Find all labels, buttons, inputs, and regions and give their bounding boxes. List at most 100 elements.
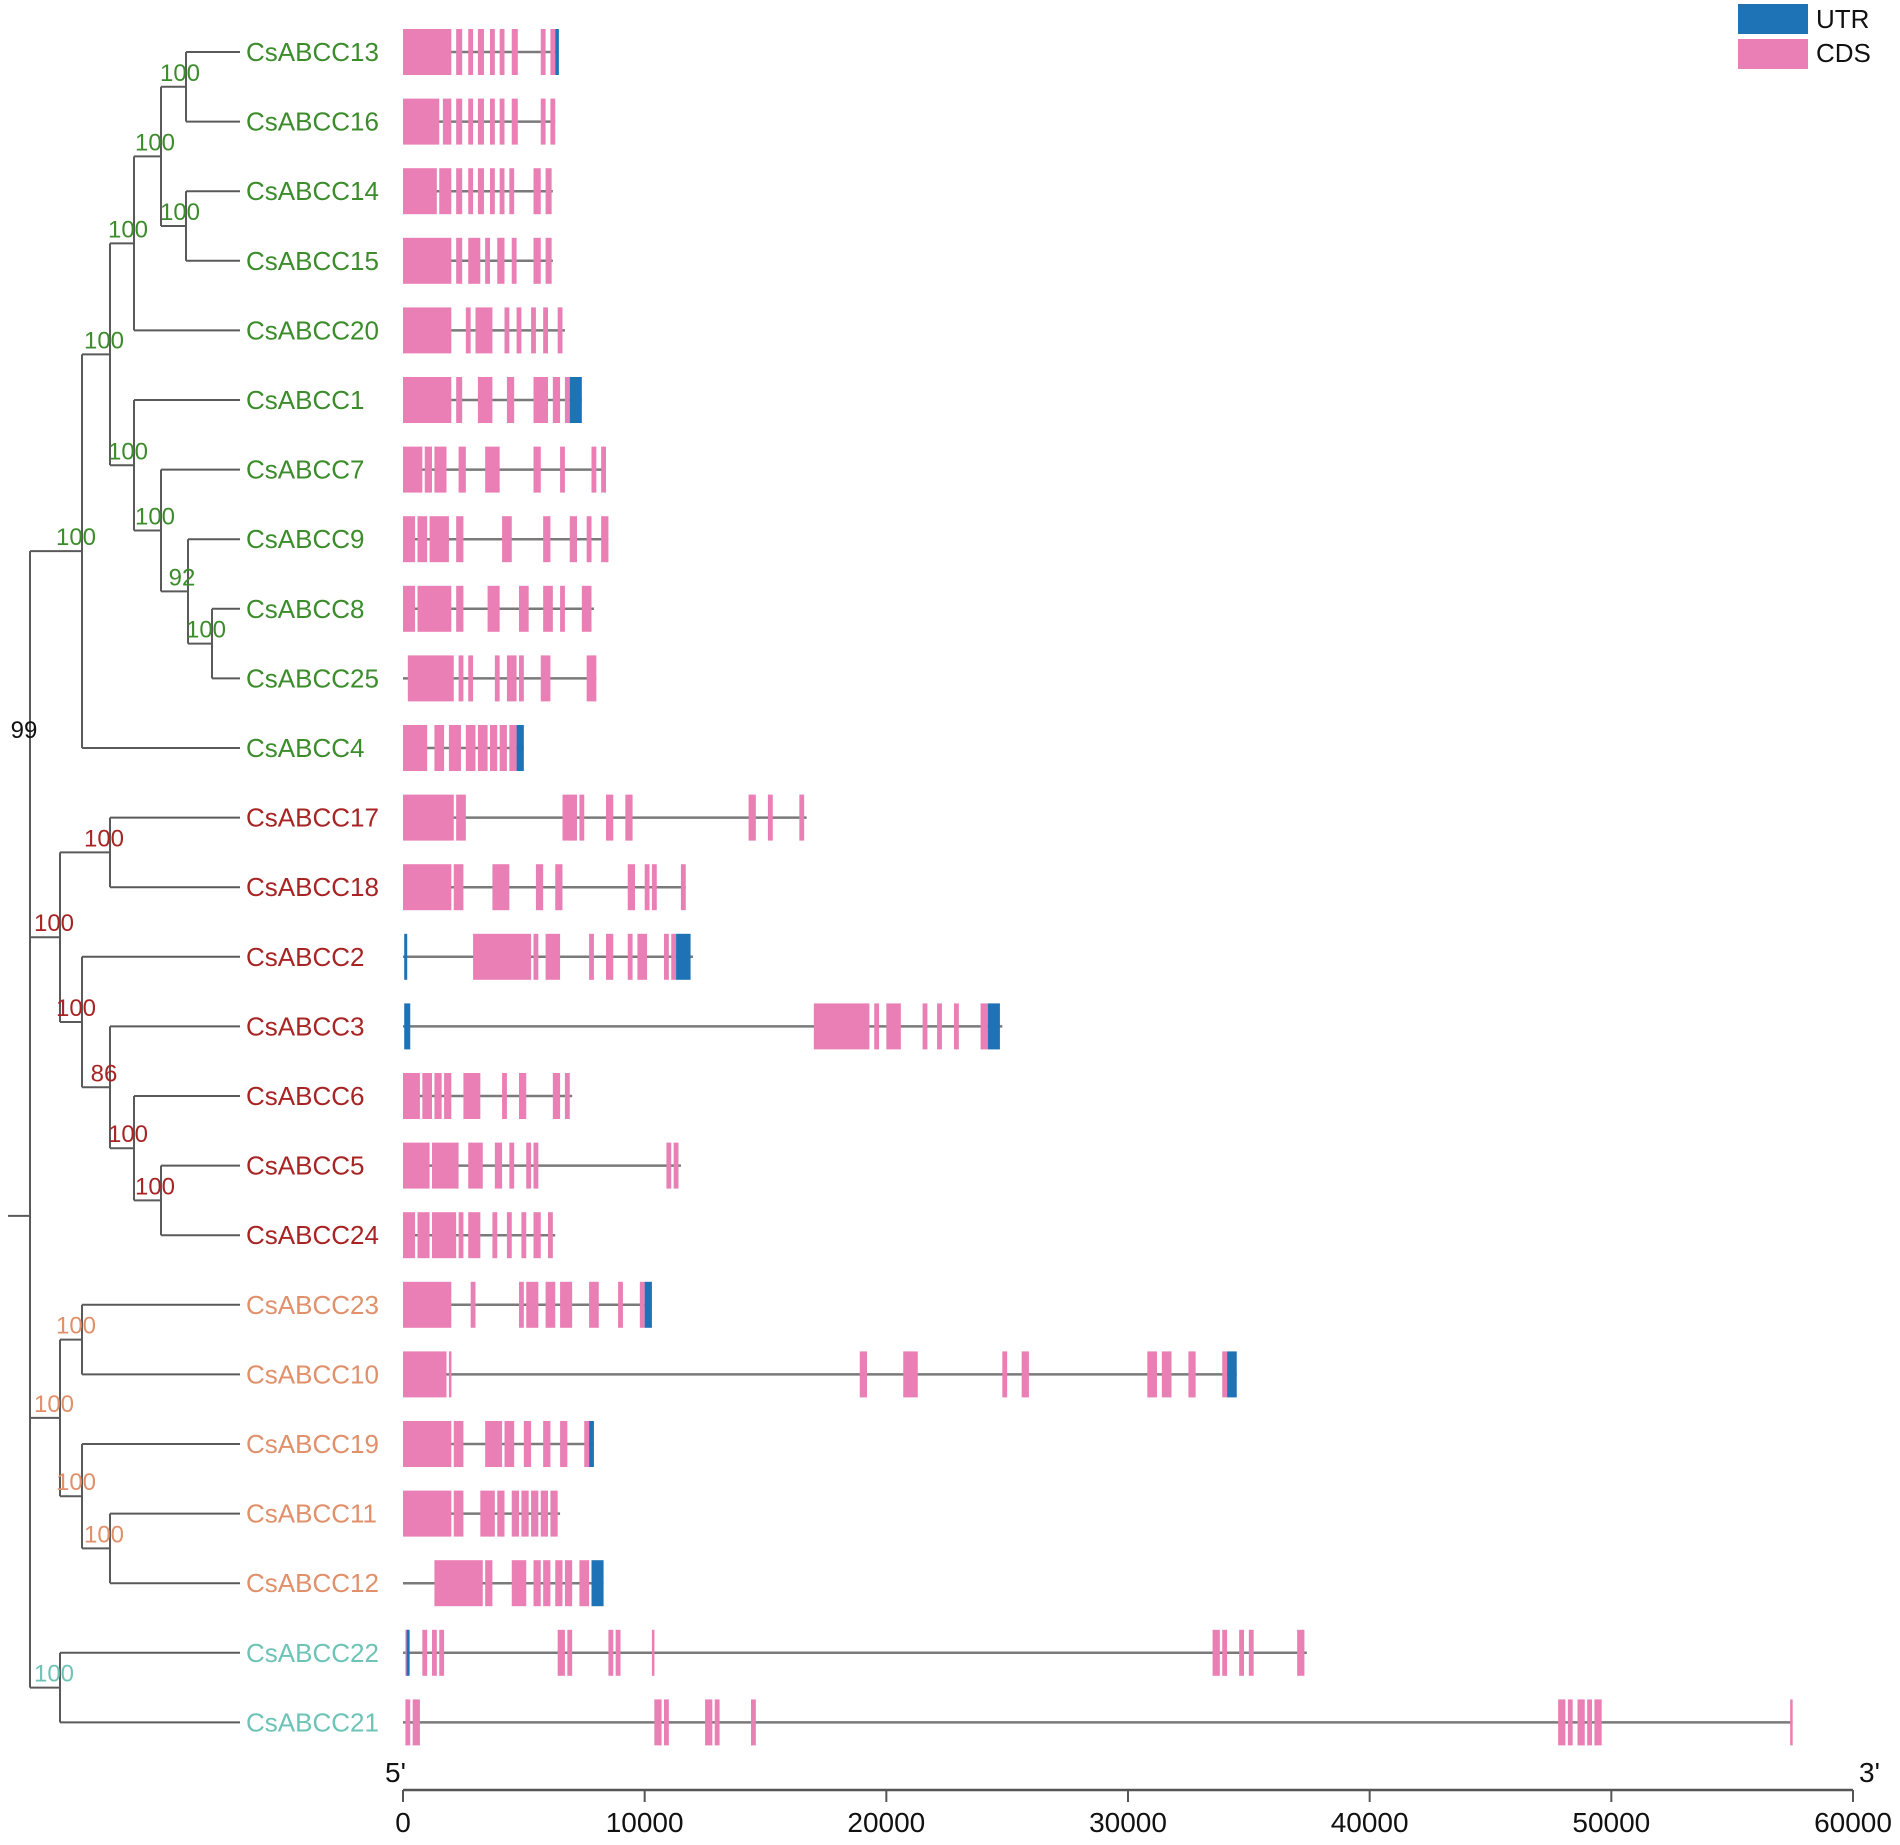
cds-block [407,655,454,702]
cds-block [494,1142,503,1189]
cds-block [485,1560,493,1607]
cds-block [403,1212,416,1259]
cds-block [886,1003,901,1050]
cds-block [533,237,541,284]
cds-block [560,1421,568,1467]
utr-block [569,377,582,423]
cds-block [581,585,592,632]
gene-label: CsABCC9 [246,524,364,554]
cds-block [456,377,463,423]
cds-block [444,1073,452,1119]
gene-label: CsABCC14 [246,176,379,206]
cds-block [511,98,518,145]
bootstrap-value: 100 [160,60,200,87]
gene-row-csabcc4: CsABCC4 [246,725,524,771]
cds-block [560,1281,573,1328]
cds-block [403,307,452,354]
cds-block [502,1073,507,1119]
cds-block [403,1351,447,1398]
gene-label: CsABCC20 [246,315,379,345]
gene-row-csabcc3: CsABCC3 [246,1003,1003,1050]
cds-block [403,237,452,284]
gene-label: CsABCC15 [246,246,379,276]
gene-label: CsABCC24 [246,1220,379,1250]
cds-block [519,1073,527,1119]
cds-block [442,98,452,145]
cds-block [403,446,423,493]
gene-label: CsABCC2 [246,942,364,972]
cds-block [637,933,648,980]
cds-block [434,446,447,493]
cds-block [1002,1351,1008,1398]
cds-block [980,1003,988,1050]
cds-block [511,1490,519,1537]
cds-block [497,237,505,284]
gene-label: CsABCC13 [246,37,379,67]
axis-tick-label: 50000 [1572,1807,1650,1838]
cds-block [560,585,565,632]
cds-block [448,1351,452,1398]
cds-block [494,655,500,702]
gene-row-csabcc7: CsABCC7 [246,446,606,493]
cds-block [664,933,669,980]
cds-block [490,725,498,771]
cds-block [463,1073,481,1119]
cds-block [502,516,512,563]
bootstrap-value: 99 [11,717,38,744]
cds-block [506,655,517,702]
cds-block [533,377,548,423]
utr-block [644,1281,652,1328]
cds-block [751,1699,756,1746]
cds-block [504,307,510,354]
cds-block [511,29,518,75]
cds-block [533,1560,541,1607]
cds-block [543,516,551,563]
cds-block [434,725,445,771]
cds-block [625,794,633,841]
cds-block [521,1490,529,1537]
cds-block [579,1560,590,1607]
cds-block [567,1629,573,1676]
cds-block [519,1281,524,1328]
axis-tick-label: 20000 [847,1807,925,1838]
axis-tick-label: 0 [395,1807,411,1838]
cds-block [591,446,597,493]
cds-block [516,307,522,354]
legend-utr-label: UTR [1816,4,1869,34]
cds-block [601,446,606,493]
cds-block [1212,1629,1220,1676]
utr-block [406,1629,410,1676]
cds-block [564,1560,573,1607]
gene-row-csabcc11: CsABCC11 [246,1490,561,1537]
cds-block [562,794,577,841]
bootstrap-value: 100 [34,910,74,937]
cds-block [799,794,805,841]
cds-block [954,1003,959,1050]
cds-block [533,933,539,980]
gene-row-csabcc17: CsABCC17 [246,794,807,841]
cds-block [485,1421,503,1467]
cds-block [1558,1699,1566,1746]
cds-block [1239,1629,1244,1676]
cds-block [509,1142,515,1189]
bootstrap-value: 86 [91,1060,118,1087]
cds-block [586,516,592,563]
gene-label: CsABCC1 [246,385,364,415]
gene-row-csabcc14: CsABCC14 [246,168,553,215]
cds-block [813,1003,870,1050]
cds-block [475,307,493,354]
cds-block [403,98,440,145]
cds-block [458,446,466,493]
utr-block [555,29,559,75]
axis-tick-label: 60000 [1814,1807,1892,1838]
utr-block [589,1421,594,1467]
cds-block [465,725,476,771]
bootstrap-value: 100 [84,825,124,852]
cds-block [424,446,432,493]
cds-block [550,29,556,75]
cds-block [511,237,517,284]
cds-block [403,168,437,215]
cds-block [589,933,594,980]
cds-block [714,1699,720,1746]
utr-block [591,1560,604,1607]
